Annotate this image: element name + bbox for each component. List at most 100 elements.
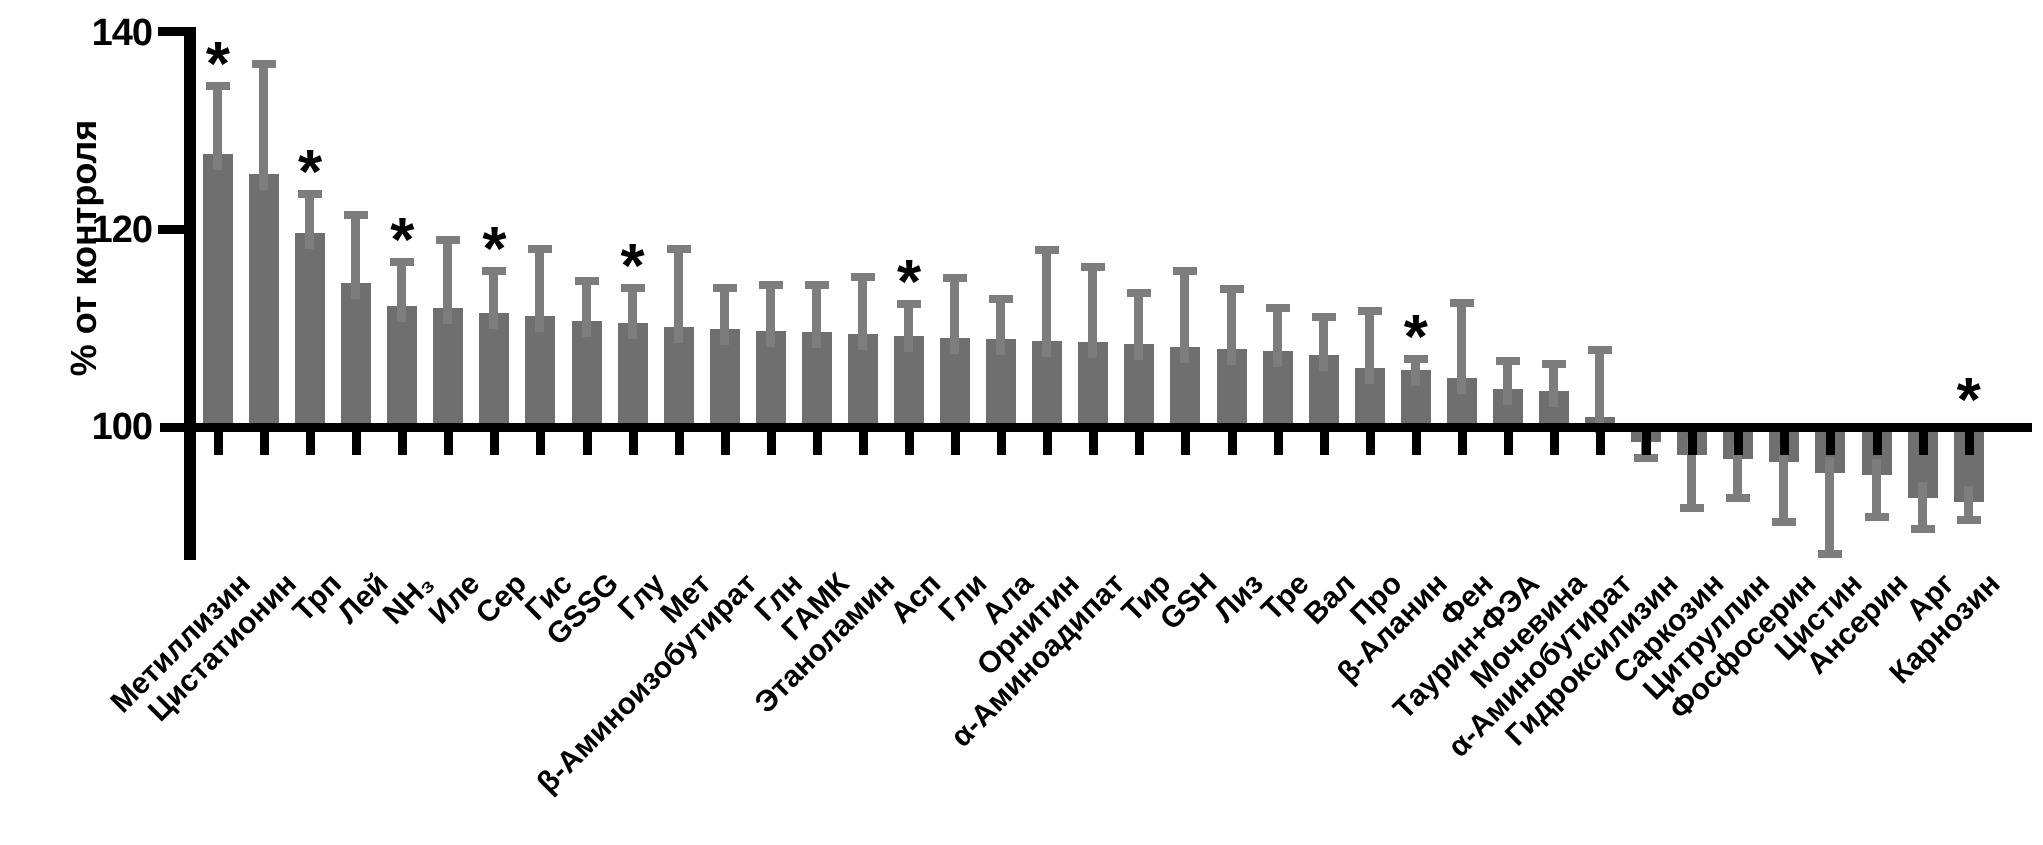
error-bar-stem xyxy=(1042,251,1052,358)
error-bar-stem xyxy=(1088,269,1098,359)
x-tick xyxy=(1135,424,1145,455)
error-bar-cap xyxy=(1127,289,1152,298)
x-tick xyxy=(1181,424,1191,455)
bar-Этаноламин xyxy=(847,334,878,432)
error-bar-cap xyxy=(758,281,783,290)
x-tick xyxy=(1227,424,1237,455)
bar-NH₃ xyxy=(387,305,418,432)
error-bar-stem xyxy=(627,290,637,339)
x-tick xyxy=(1319,424,1329,455)
error-bar-cap xyxy=(206,82,230,91)
error-bar-stem xyxy=(1410,361,1420,386)
x-tick xyxy=(812,424,822,455)
error-bar-cap xyxy=(1634,454,1659,463)
x-tick xyxy=(674,424,684,455)
bar-Сер xyxy=(479,312,510,432)
x-tick xyxy=(1089,424,1099,455)
x-tick xyxy=(1457,424,1467,455)
y-tick-label-140: 140 xyxy=(91,12,153,54)
bar-β-Аминоизобутират xyxy=(709,329,740,432)
error-bar-stem xyxy=(1917,481,1927,528)
error-bar-stem xyxy=(397,263,407,322)
error-bar-cap xyxy=(436,235,461,244)
significance-asterisk: * xyxy=(205,30,231,100)
x-tick xyxy=(720,424,730,455)
y-tick-label-100: 100 xyxy=(91,406,153,448)
error-bar-stem xyxy=(857,279,867,351)
error-bar-stem xyxy=(1825,457,1835,552)
error-bar-stem xyxy=(673,250,683,343)
significance-asterisk: * xyxy=(390,205,415,275)
x-tick xyxy=(490,424,500,455)
x-tick xyxy=(1365,424,1375,455)
x-tick xyxy=(905,424,915,455)
bar-Цистатионин xyxy=(249,173,280,432)
x-tick xyxy=(1550,424,1560,455)
error-bar-stem xyxy=(1318,318,1328,372)
error-bar-cap xyxy=(1680,503,1705,512)
y-tick-label-120: 120 xyxy=(91,209,153,251)
error-bar-cap xyxy=(1311,312,1336,321)
error-bar-cap xyxy=(482,267,507,276)
error-bar-cap xyxy=(1081,263,1106,272)
y-tick-140 xyxy=(158,27,185,36)
error-bar-stem xyxy=(1364,312,1374,384)
error-bar-stem xyxy=(1456,304,1466,394)
x-tick xyxy=(582,424,592,455)
x-tick xyxy=(1596,424,1606,455)
error-bar-stem xyxy=(950,280,960,355)
error-bar-cap xyxy=(1495,357,1520,366)
error-bar-stem xyxy=(904,305,914,353)
error-bar-stem xyxy=(1963,485,1973,518)
bar-Метиллизин xyxy=(203,154,233,432)
bar-Лей xyxy=(341,283,372,432)
error-bar-cap xyxy=(666,244,691,253)
error-bar-cap xyxy=(1864,512,1889,521)
x-tick xyxy=(306,424,316,455)
error-bar-cap xyxy=(943,274,968,283)
error-bar-cap xyxy=(252,59,277,68)
error-bar-cap xyxy=(897,299,922,308)
x-tick xyxy=(536,424,546,455)
x-tick xyxy=(1273,424,1283,455)
error-bar-stem xyxy=(719,290,729,346)
error-bar-stem xyxy=(213,88,222,171)
significance-asterisk: * xyxy=(298,137,323,207)
error-bar-cap xyxy=(804,281,829,290)
x-tick xyxy=(1043,424,1053,455)
x-tick xyxy=(1688,424,1698,455)
x-tick xyxy=(260,424,270,455)
error-bar-stem xyxy=(1549,366,1559,407)
bar-Иле xyxy=(433,307,464,432)
bar-Глу xyxy=(617,322,648,432)
x-tick xyxy=(1642,424,1652,455)
error-bar-cap xyxy=(1956,515,1981,524)
x-tick xyxy=(1503,424,1513,455)
x-tick xyxy=(628,424,638,455)
error-bar-stem xyxy=(535,250,545,332)
x-tick xyxy=(214,424,223,455)
x-tick xyxy=(997,424,1007,455)
error-bar-stem xyxy=(489,273,499,329)
bar-Мет xyxy=(663,326,694,432)
error-bar-stem xyxy=(1595,352,1605,434)
significance-asterisk: * xyxy=(1956,366,1981,435)
x-tick xyxy=(1872,424,1882,455)
significance-asterisk: * xyxy=(1403,303,1428,373)
error-bar-cap xyxy=(989,295,1014,303)
bar-Гис xyxy=(525,315,556,432)
error-bar-cap xyxy=(850,273,875,282)
error-bar-stem xyxy=(1180,273,1190,364)
error-bar-stem xyxy=(1226,291,1236,366)
error-bar-cap xyxy=(1035,245,1060,254)
error-bar-stem xyxy=(259,65,269,190)
bar-ГАМК xyxy=(801,332,832,432)
error-bar-stem xyxy=(765,287,775,348)
error-bar-cap xyxy=(1588,346,1613,355)
error-bar-cap xyxy=(344,211,369,220)
y-tick-120 xyxy=(158,225,185,234)
error-bar-stem xyxy=(1687,438,1697,506)
error-bar-cap xyxy=(712,284,737,293)
bar-GSSG xyxy=(571,320,602,432)
